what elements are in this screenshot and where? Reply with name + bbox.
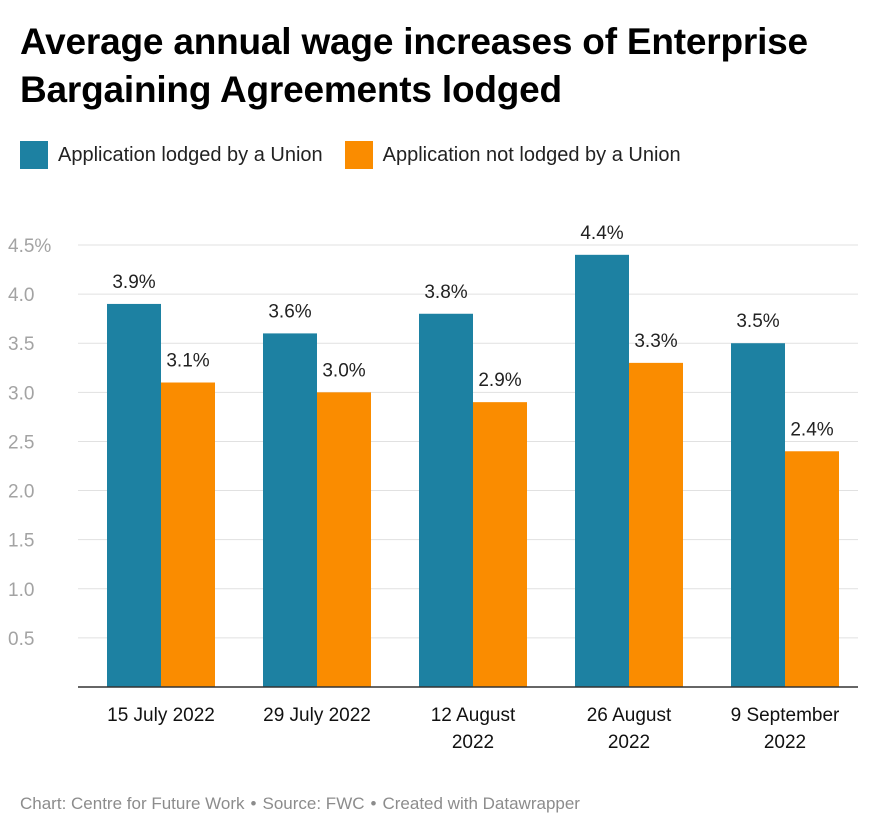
legend-item-non-union: Application not lodged by a Union (344, 141, 681, 169)
y-tick-label: 2.0 (8, 482, 34, 503)
y-tick-label: 3.5 (8, 334, 34, 355)
bar-union (419, 313, 473, 687)
data-label: 4.4% (580, 223, 623, 244)
bar-union (263, 333, 317, 687)
x-tick-label: 12 August 2022 (431, 705, 516, 753)
bar-non-union (785, 451, 839, 687)
bar-non-union (317, 392, 371, 687)
axes: 15 July 2022 29 July 2022 12 August 2022 26 … (78, 686, 858, 753)
y-tick-label: 0.5 (8, 629, 34, 650)
chart-title: Average annual wage increases of Enterpr… (20, 21, 808, 110)
y-tick-label: 3.0 (8, 383, 34, 404)
x-tick-label: 9 September 2022 (731, 705, 840, 753)
footer-separator: • (370, 794, 377, 813)
bar-non-union (629, 362, 683, 687)
data-label: 3.1% (166, 351, 209, 372)
footer-separator: • (250, 794, 257, 813)
bar-union (731, 343, 785, 687)
x-tick-label: 15 July 2022 (107, 705, 215, 726)
bar-non-union (161, 382, 215, 687)
x-tick-label: 29 July 2022 (263, 705, 371, 726)
legend-swatch-union (20, 141, 48, 169)
bar-chart: 0.5 1.0 1.5 2.0 2.5 3.0 3.5 4.0 4.5% 3.9% 3.1% 3.6… (8, 223, 858, 753)
data-label: 3.3% (634, 331, 677, 352)
footer-source: Source: FWC (262, 794, 365, 813)
y-tick-label: 1.5 (8, 531, 34, 552)
data-label: 2.4% (790, 419, 833, 440)
data-label: 3.8% (424, 282, 467, 303)
data-label: 3.6% (268, 301, 311, 322)
y-tick-label: 1.0 (8, 580, 34, 601)
footer-created-with: Created with Datawrapper (382, 794, 580, 813)
y-tick-label: 4.0 (8, 285, 34, 306)
data-label: 3.9% (112, 272, 155, 293)
legend-swatch-non-union (344, 141, 373, 169)
bar-non-union (473, 402, 527, 687)
legend-label-non-union: Application not lodged by a Union (382, 143, 681, 166)
legend-label-union: Application lodged by a Union (58, 143, 323, 166)
data-label: 2.9% (478, 370, 521, 391)
legend-item-union: Application lodged by a Union (20, 141, 323, 169)
bar-union (575, 254, 629, 688)
data-label: 3.0% (322, 360, 365, 381)
y-tick-label: 4.5% (8, 236, 51, 257)
bars (107, 254, 839, 688)
data-label: 3.5% (736, 311, 779, 332)
legend: Application lodged by a Union Applicatio… (20, 141, 703, 169)
x-tick-label: 26 August 2022 (587, 705, 672, 753)
y-tick-label: 2.5 (8, 432, 34, 453)
footer-credit: Chart: Centre for Future Work (20, 794, 245, 813)
bar-union (107, 303, 161, 687)
chart-footer: Chart: Centre for Future Work • Source: FW… (20, 794, 580, 814)
value-labels: 3.9% 3.1% 3.6% 3.0% 3.8% 2.9% 4.4% 3.3% 3.5% 2.4% (112, 223, 833, 440)
